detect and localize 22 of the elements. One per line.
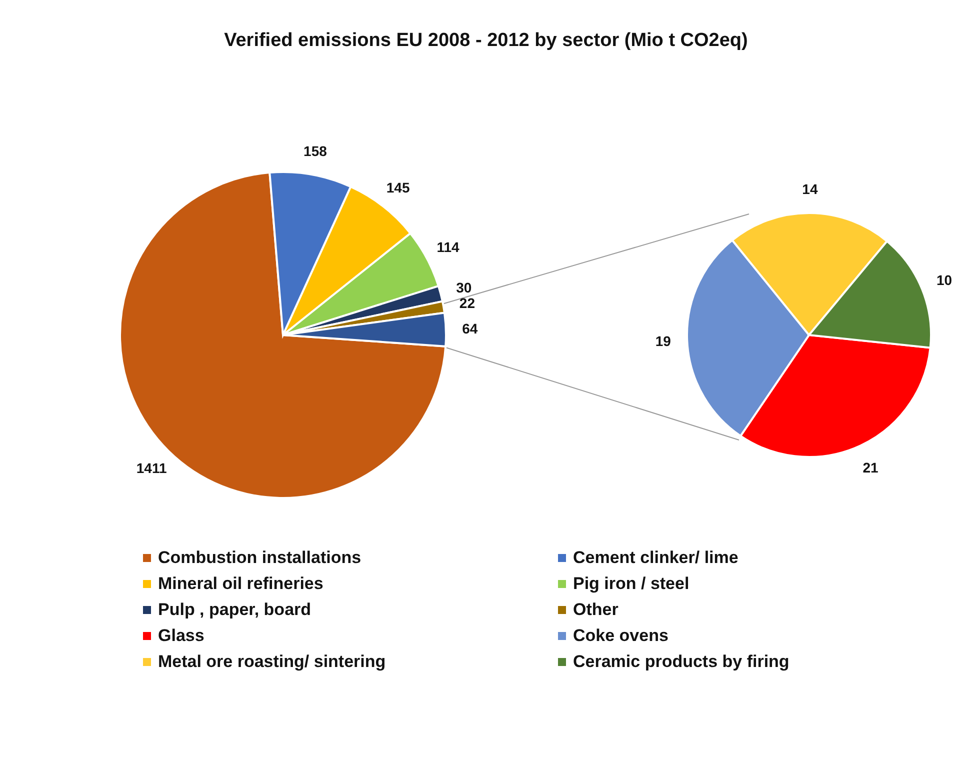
- legend-label: Glass: [158, 626, 204, 646]
- data-label: 114: [436, 239, 460, 256]
- legend-label: Ceramic products by firing: [573, 652, 790, 672]
- legend-label: Metal ore roasting/ sintering: [158, 652, 386, 672]
- data-label: 10: [936, 272, 952, 288]
- data-label: 22: [459, 294, 476, 311]
- legend-label: Cement clinker/ lime: [573, 548, 738, 568]
- chart-title: Verified emissions EU 2008 - 2012 by sector (Mio t CO2eq): [223, 30, 749, 52]
- data-label: 21: [862, 459, 879, 476]
- legend-label: Combustion installations: [158, 548, 362, 568]
- legend-label: Coke ovens: [573, 626, 668, 646]
- data-label: 1411: [136, 460, 167, 476]
- data-label: 145: [386, 180, 410, 196]
- legend-label: Other: [573, 600, 618, 620]
- legend-label: Mineral oil refineries: [158, 574, 324, 594]
- data-label: 64: [462, 320, 478, 337]
- legend-label: Pulp , paper, board: [158, 600, 312, 620]
- data-label: 30: [456, 280, 472, 296]
- data-label: 19: [655, 333, 672, 350]
- legend-label: Pig iron / steel: [573, 574, 690, 594]
- data-label: 158: [304, 142, 328, 159]
- data-label: 14: [802, 181, 818, 198]
